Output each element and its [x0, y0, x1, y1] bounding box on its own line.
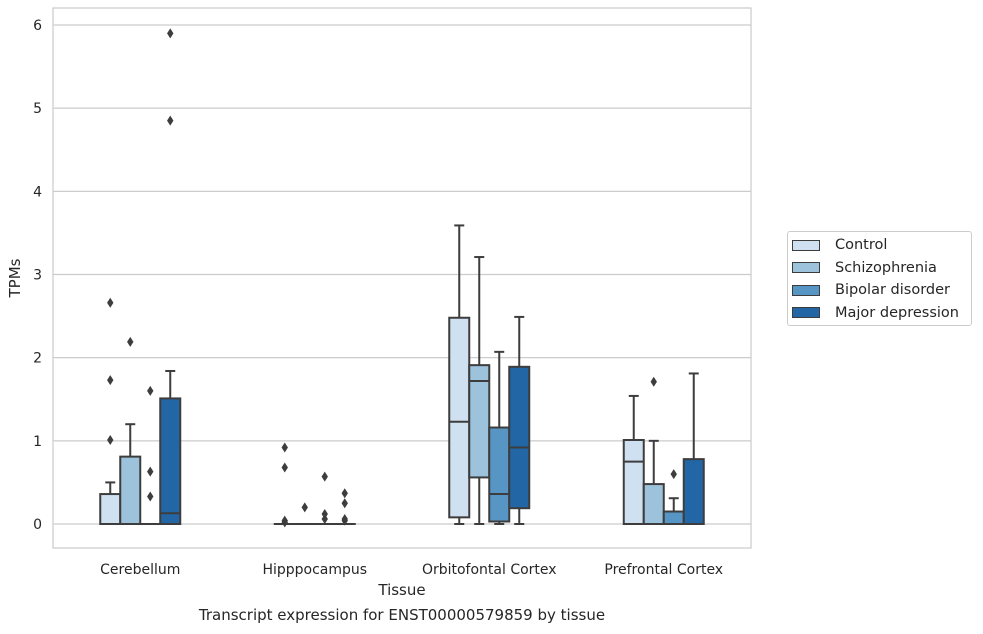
- outlier-point: [321, 509, 328, 520]
- box-iqr: [468, 364, 491, 479]
- legend: Control Schizophrenia Bipolar disorder Majo…: [787, 231, 972, 326]
- box-iqr: [99, 493, 122, 525]
- outlier-point: [167, 28, 174, 39]
- outlier-point: [670, 469, 677, 480]
- box-group: [508, 315, 531, 525]
- y-tick-label: 1: [33, 434, 42, 450]
- outlier-point: [341, 514, 348, 525]
- outlier-point: [147, 491, 154, 502]
- box-group: [139, 385, 162, 526]
- legend-swatch: [792, 262, 820, 273]
- y-tick-label: 0: [33, 517, 42, 533]
- box-iqr: [642, 483, 665, 525]
- box-group: [662, 469, 685, 525]
- box-iqr: [488, 426, 511, 523]
- box-group: [99, 297, 122, 525]
- tick-layer: 0 1 2 3 4 5 6 Cerebellum Hipppocampus Orbitofonta…: [33, 18, 723, 578]
- box-group: [622, 394, 645, 526]
- outlier-point: [341, 488, 348, 499]
- outlier-point: [341, 498, 348, 509]
- legend-label: Major depression: [835, 304, 959, 321]
- outlier-point: [147, 466, 154, 477]
- y-tick-label: 5: [33, 101, 42, 117]
- legend-swatch: [792, 239, 820, 251]
- box-iqr: [159, 397, 182, 525]
- legend-item: Major depression: [792, 303, 959, 323]
- box-group: [313, 471, 336, 526]
- outlier-point: [167, 115, 174, 126]
- legend-label: Bipolar disorder: [835, 282, 950, 298]
- box-group: [333, 488, 356, 526]
- outlier-point: [107, 375, 114, 386]
- box-group: [293, 502, 316, 526]
- outlier-point: [107, 297, 114, 308]
- box-group: [488, 350, 511, 525]
- x-axis-label: Tissue: [377, 581, 425, 599]
- legend-item: Schizophrenia: [792, 258, 937, 278]
- box-iqr: [119, 455, 142, 526]
- x-tick-label: Cerebellum: [100, 562, 180, 578]
- legend-label: Control: [835, 237, 888, 253]
- outlier-point: [321, 471, 328, 482]
- legend-item: Bipolar disorder: [792, 280, 950, 300]
- outlier-point: [127, 336, 134, 347]
- box-iqr: [662, 510, 685, 525]
- grid-layer: [53, 24, 751, 525]
- plot-frame: [52, 7, 752, 549]
- y-tick-label: 3: [33, 268, 42, 284]
- box-group: [642, 376, 665, 525]
- legend-label: Schizophrenia: [835, 259, 937, 276]
- box-group: [273, 442, 296, 528]
- box-group: [119, 336, 142, 526]
- box-iqr: [508, 365, 531, 510]
- outlier-point: [107, 435, 114, 446]
- y-tick-label: 2: [33, 351, 42, 367]
- box-iqr: [682, 458, 705, 526]
- box-iqr: [448, 316, 471, 519]
- box-group: [159, 28, 182, 525]
- outlier-point: [281, 462, 288, 473]
- y-axis-label: TPMs: [6, 258, 24, 298]
- outlier-point: [281, 442, 288, 453]
- y-tick-label: 6: [33, 18, 42, 34]
- legend-swatch: [792, 284, 820, 296]
- box-group: [448, 224, 471, 525]
- y-tick-label: 4: [33, 184, 42, 200]
- box-iqr: [622, 439, 645, 526]
- chart-caption: Transcript expression for ENST0000057985…: [198, 606, 606, 624]
- legend-item: Control: [792, 235, 887, 255]
- x-tick-label: Hipppocampus: [262, 562, 367, 578]
- x-tick-label: Orbitofontal Cortex: [422, 562, 557, 578]
- x-tick-label: Prefrontal Cortex: [604, 562, 723, 578]
- box-layer: [99, 28, 705, 528]
- outlier-point: [301, 502, 308, 513]
- outlier-point: [281, 515, 288, 526]
- legend-swatch: [792, 307, 820, 318]
- box-group: [468, 256, 491, 525]
- box-group: [682, 372, 705, 526]
- outlier-point: [650, 376, 657, 387]
- outlier-point: [147, 385, 154, 396]
